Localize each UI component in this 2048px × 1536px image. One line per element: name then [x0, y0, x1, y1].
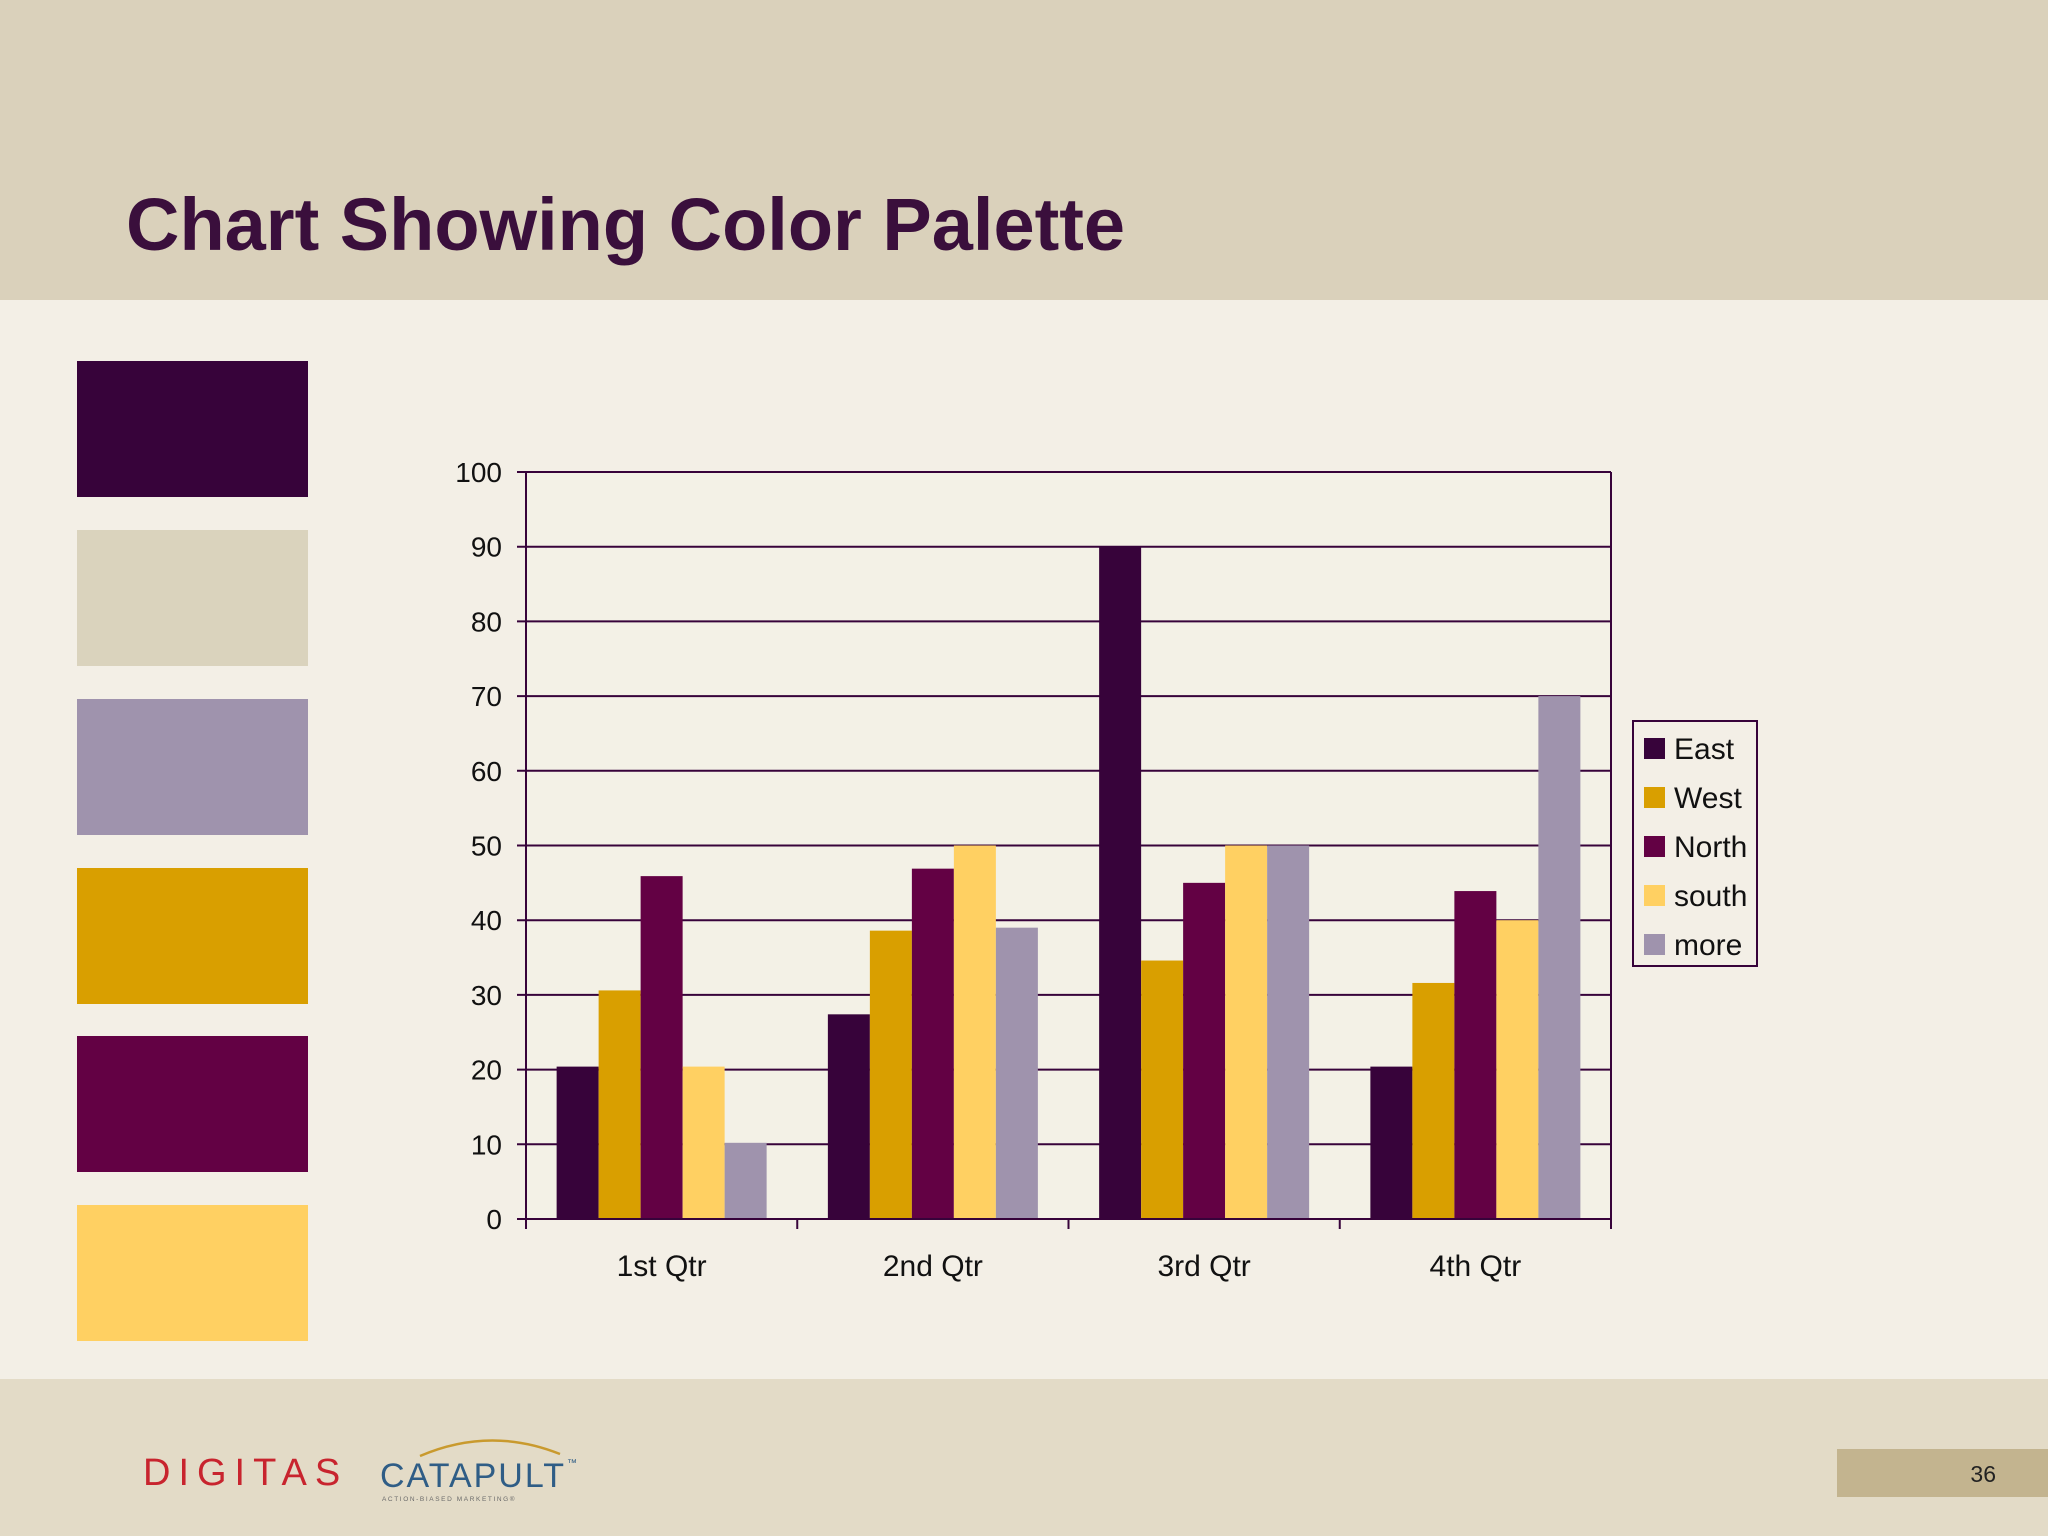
- legend-label-west: West: [1674, 782, 1742, 815]
- catapult-wordmark: CATAPULT: [380, 1457, 566, 1495]
- y-tick-label-20: 20: [471, 1055, 502, 1086]
- legend-swatch-north: [1644, 836, 1665, 857]
- bar-west-4: [1412, 982, 1455, 1219]
- legend-swatch-more: [1644, 934, 1665, 955]
- bar-south-3: [1225, 845, 1268, 1219]
- y-tick-label-50: 50: [471, 831, 502, 862]
- bar-north-4: [1454, 891, 1497, 1219]
- catapult-trademark: ™: [567, 1458, 577, 1469]
- bar-west-1: [598, 990, 641, 1219]
- bar-south-2: [953, 845, 996, 1219]
- palette-swatch-beige: [77, 530, 308, 666]
- bar-north-1: [640, 876, 683, 1219]
- y-tick-label-90: 90: [471, 532, 502, 563]
- bar-west-3: [1141, 960, 1184, 1219]
- catapult-logo: CATAPULT ™ ACTION-BIASED MARKETING®: [380, 1439, 577, 1503]
- y-tick-label-60: 60: [471, 756, 502, 787]
- legend-label-more: more: [1674, 929, 1742, 962]
- bar-north-3: [1183, 882, 1226, 1219]
- catapult-tagline: ACTION-BIASED MARKETING®: [382, 1495, 516, 1503]
- y-tick-label-80: 80: [471, 606, 502, 637]
- legend-label-north: North: [1674, 831, 1747, 864]
- palette-swatch-dark-purple: [77, 361, 308, 497]
- legend-swatch-south: [1644, 885, 1665, 906]
- y-tick-label-100: 100: [455, 457, 502, 488]
- palette-swatch-lavender: [77, 699, 308, 835]
- x-tick-label-2: 2nd Qtr: [883, 1250, 983, 1283]
- page-number: 36: [1970, 1461, 1996, 1487]
- legend-label-south: south: [1674, 880, 1747, 913]
- palette-swatch-gold: [77, 868, 308, 1004]
- page-number-box: 36: [1837, 1449, 2048, 1497]
- bar-west-2: [869, 930, 912, 1219]
- legend-swatch-east: [1644, 738, 1665, 759]
- y-tick-label-30: 30: [471, 980, 502, 1011]
- bar-more-4: [1538, 696, 1581, 1219]
- y-tick-label-40: 40: [471, 905, 502, 936]
- bar-more-3: [1267, 845, 1310, 1219]
- palette-swatch-yellow: [77, 1205, 308, 1341]
- bar-east-4: [1370, 1066, 1413, 1219]
- bar-more-1: [724, 1142, 767, 1219]
- x-tick-label-4: 4th Qtr: [1430, 1250, 1522, 1283]
- bar-east-3: [1099, 546, 1142, 1219]
- palette-swatch-plum: [77, 1036, 308, 1172]
- bar-east-2: [827, 1014, 870, 1219]
- bar-chart: 0 10 20 30 40 50 60 70 80 90 100 1st Qtr 2nd Qtr 3rd …: [455, 457, 1758, 1283]
- bar-more-2: [995, 927, 1038, 1219]
- legend-swatch-west: [1644, 787, 1665, 808]
- slide-title: Chart Showing Color Palette: [126, 183, 1126, 266]
- slide-header: Chart Showing Color Palette: [0, 0, 2048, 300]
- bar-east-1: [556, 1066, 599, 1219]
- y-tick-label-0: 0: [486, 1204, 502, 1235]
- x-tick-label-3: 3rd Qtr: [1157, 1250, 1250, 1283]
- bar-north-2: [911, 868, 954, 1219]
- bar-south-4: [1496, 920, 1539, 1219]
- slide-footer: [0, 1379, 2048, 1536]
- y-tick-label-10: 10: [471, 1129, 502, 1160]
- bar-south-1: [682, 1066, 725, 1219]
- legend-label-east: East: [1674, 733, 1735, 766]
- y-tick-label-70: 70: [471, 681, 502, 712]
- x-tick-label-1: 1st Qtr: [617, 1250, 707, 1283]
- digitas-logo: DIGITAS: [143, 1452, 349, 1494]
